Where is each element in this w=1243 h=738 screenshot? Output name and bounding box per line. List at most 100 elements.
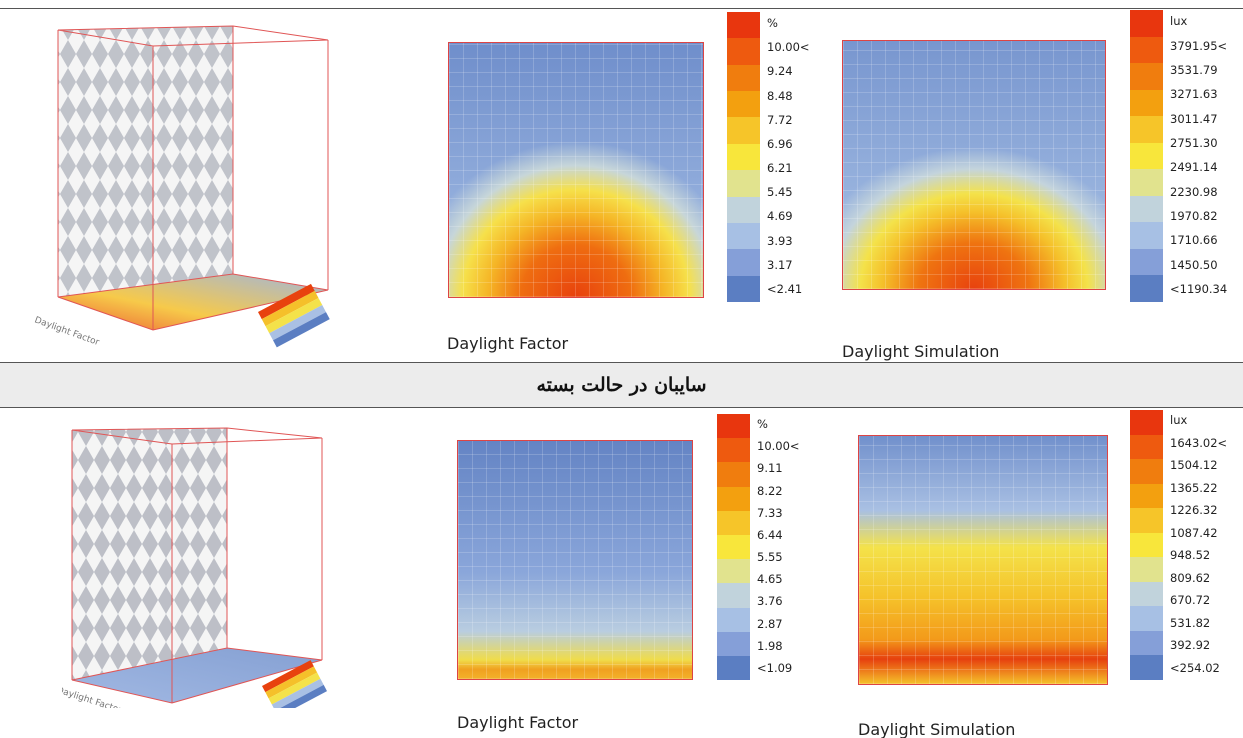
section-label: سایبان در حالت بسته xyxy=(0,374,1243,396)
color-swatch xyxy=(1130,631,1163,656)
legend-label: 392.92 xyxy=(1170,638,1210,652)
color-bar xyxy=(727,12,760,302)
color-swatch xyxy=(727,91,760,117)
legend-label: 1970.82 xyxy=(1170,209,1218,223)
legend-label: 4.65 xyxy=(757,572,783,586)
legend-label: 8.48 xyxy=(767,89,793,103)
color-swatch xyxy=(1130,582,1163,607)
color-swatch xyxy=(717,559,750,583)
legend-label: 1087.42 xyxy=(1170,526,1218,540)
legend-label: 6.21 xyxy=(767,161,793,175)
heatmap xyxy=(448,42,704,298)
model-view: Daylight Factor xyxy=(62,418,392,708)
legend-label: 3.93 xyxy=(767,234,793,248)
color-swatch xyxy=(727,170,760,196)
color-swatch xyxy=(717,608,750,632)
color-swatch xyxy=(1130,459,1163,484)
color-swatch xyxy=(727,223,760,249)
color-swatch xyxy=(727,117,760,143)
color-swatch xyxy=(717,632,750,656)
color-swatch xyxy=(1130,606,1163,631)
legend-label: 1710.66 xyxy=(1170,233,1218,247)
color-bar xyxy=(1130,410,1163,680)
color-swatch xyxy=(1130,533,1163,558)
legend-label: 7.33 xyxy=(757,506,783,520)
color-swatch xyxy=(717,487,750,511)
legend-label: 2.87 xyxy=(757,617,783,631)
color-swatch xyxy=(1130,655,1163,680)
color-swatch xyxy=(717,583,750,607)
legend-label: <1.09 xyxy=(757,661,792,675)
legend-label: 2230.98 xyxy=(1170,185,1218,199)
color-swatch xyxy=(717,462,750,486)
heatmap xyxy=(858,435,1108,685)
color-swatch xyxy=(727,249,760,275)
color-bar xyxy=(717,414,750,680)
section-band: سایبان در حالت بسته xyxy=(0,362,1243,408)
legend-label: 3.17 xyxy=(767,258,793,272)
color-swatch xyxy=(727,144,760,170)
legend-label: 6.44 xyxy=(757,528,783,542)
legend-label: 1.98 xyxy=(757,639,783,653)
color-swatch xyxy=(727,12,760,38)
legend-label: 3271.63 xyxy=(1170,87,1218,101)
color-swatch xyxy=(1130,90,1163,117)
legend-label: 3.76 xyxy=(757,594,783,608)
legend-label: 4.69 xyxy=(767,209,793,223)
legend-label: 5.55 xyxy=(757,550,783,564)
color-swatch xyxy=(717,656,750,680)
color-swatch xyxy=(727,38,760,64)
legend-label: <2.41 xyxy=(767,282,802,296)
color-swatch xyxy=(1130,557,1163,582)
legend-unit: lux xyxy=(1170,413,1187,427)
caption: Daylight Factor xyxy=(447,334,568,353)
legend-unit: % xyxy=(757,417,768,431)
legend-label: 2491.14 xyxy=(1170,160,1218,174)
legend-label: 9.24 xyxy=(767,64,793,78)
color-swatch xyxy=(727,65,760,91)
color-swatch xyxy=(1130,222,1163,249)
color-swatch xyxy=(1130,143,1163,170)
color-swatch xyxy=(1130,116,1163,143)
legend-label: 7.72 xyxy=(767,113,793,127)
color-swatch xyxy=(1130,63,1163,90)
model-label: Daylight Factor xyxy=(33,315,101,348)
color-swatch xyxy=(1130,484,1163,509)
color-swatch xyxy=(1130,196,1163,223)
legend-label: 1226.32 xyxy=(1170,503,1218,517)
heatmap xyxy=(457,440,693,680)
legend-label: <254.02 xyxy=(1170,661,1220,675)
legend-label: <1190.34 xyxy=(1170,282,1227,296)
legend-label: 3011.47 xyxy=(1170,112,1218,126)
figure: Daylight Factor % 10.00< 9.24 8.48 7.72 6.96 6… xyxy=(0,0,1243,738)
caption: Daylight Simulation xyxy=(842,342,999,361)
heatmap xyxy=(842,40,1106,290)
legend-label: 6.96 xyxy=(767,137,793,151)
legend-label: 8.22 xyxy=(757,484,783,498)
color-swatch xyxy=(1130,169,1163,196)
color-swatch xyxy=(727,197,760,223)
color-swatch xyxy=(1130,508,1163,533)
legend-label: 3531.79 xyxy=(1170,63,1218,77)
color-swatch xyxy=(1130,10,1163,37)
legend-label: 5.45 xyxy=(767,185,793,199)
legend-label: 9.11 xyxy=(757,461,783,475)
color-swatch xyxy=(1130,275,1163,302)
model-view: Daylight Factor xyxy=(28,12,378,360)
color-bar xyxy=(1130,10,1163,302)
color-swatch xyxy=(727,276,760,302)
legend-label: 531.82 xyxy=(1170,616,1210,630)
legend-label: 2751.30 xyxy=(1170,136,1218,150)
color-swatch xyxy=(717,414,750,438)
legend-label: 1450.50 xyxy=(1170,258,1218,272)
color-swatch xyxy=(1130,435,1163,460)
caption: Daylight Factor xyxy=(457,713,578,732)
top-rule xyxy=(0,8,1243,9)
legend-label: 948.52 xyxy=(1170,548,1210,562)
color-swatch xyxy=(717,511,750,535)
legend-unit: lux xyxy=(1170,14,1187,28)
color-swatch xyxy=(717,438,750,462)
color-swatch xyxy=(1130,249,1163,276)
legend-label: 10.00< xyxy=(767,40,810,54)
legend-label: 1504.12 xyxy=(1170,458,1218,472)
